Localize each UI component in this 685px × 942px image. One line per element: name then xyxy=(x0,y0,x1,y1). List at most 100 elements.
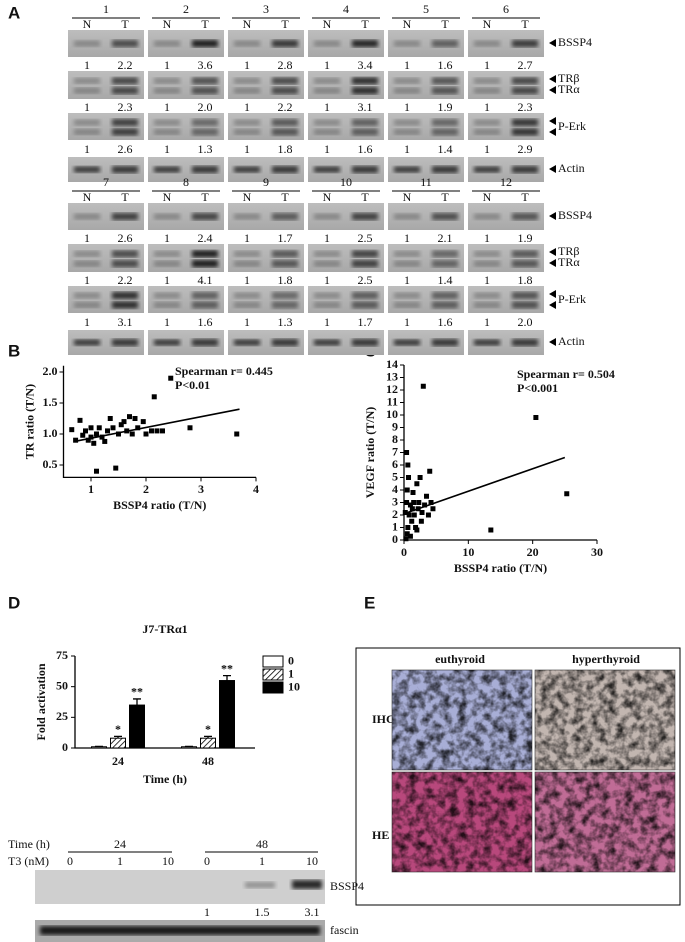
band xyxy=(74,119,100,126)
legend-swatch xyxy=(262,668,284,681)
band xyxy=(432,166,458,173)
y-tick-label: 8 xyxy=(392,432,398,446)
point xyxy=(96,425,102,431)
legend-swatch xyxy=(262,681,284,694)
point xyxy=(407,533,413,539)
ratio: 2.8 xyxy=(278,58,293,72)
ratio: 1.3 xyxy=(278,315,293,329)
lane-label: N xyxy=(83,17,92,31)
band xyxy=(432,87,458,95)
band xyxy=(352,301,378,309)
panel-letter: A xyxy=(8,3,20,22)
row-label: BSSP4 xyxy=(558,208,592,222)
lane-label: N xyxy=(403,17,412,31)
blot xyxy=(388,244,464,272)
band xyxy=(74,166,100,173)
band xyxy=(234,301,260,308)
point xyxy=(118,422,124,428)
ratio: 2.6 xyxy=(118,142,133,156)
blot xyxy=(68,286,144,313)
arrow xyxy=(549,165,556,173)
ratio: 2.3 xyxy=(518,100,533,114)
y-tick-label: 25 xyxy=(56,709,68,723)
y-tick-label: 2 xyxy=(392,507,398,521)
band xyxy=(74,213,100,220)
legend-label: 1 xyxy=(288,666,294,680)
blot xyxy=(308,113,384,140)
x-tick-label: 10 xyxy=(462,545,474,559)
annotation: P<0.001 xyxy=(517,381,558,395)
band xyxy=(192,40,218,47)
ratio: 1 xyxy=(404,142,410,156)
ratio: 2.4 xyxy=(198,231,213,245)
band xyxy=(474,339,500,346)
ratio: 1 xyxy=(84,58,90,72)
significance: ** xyxy=(131,685,143,699)
point xyxy=(406,475,412,480)
blot xyxy=(228,113,304,140)
point xyxy=(154,428,160,434)
ratio: 2.0 xyxy=(518,315,533,329)
band xyxy=(352,260,378,268)
fit-line xyxy=(74,408,240,443)
ratio: 1.7 xyxy=(278,231,293,245)
ratio: 1.3 xyxy=(198,142,213,156)
ratio: 1 xyxy=(244,231,250,245)
point xyxy=(143,431,149,437)
band xyxy=(474,87,500,94)
band xyxy=(74,301,100,308)
lane-label: N xyxy=(83,190,92,204)
arrow xyxy=(549,39,556,47)
y-tick-label: 6 xyxy=(392,457,398,471)
lane-number: 3 xyxy=(263,2,269,16)
band xyxy=(394,301,420,308)
lane-label: T xyxy=(441,17,449,31)
x-tick-label: 1 xyxy=(88,482,94,496)
band xyxy=(314,260,340,267)
row-label: TRα xyxy=(558,82,580,96)
band xyxy=(512,87,538,95)
band xyxy=(512,213,538,220)
band xyxy=(74,260,100,267)
band xyxy=(112,87,138,95)
dose: 0 xyxy=(67,854,73,868)
axes xyxy=(62,365,256,479)
y-tick-label: 13 xyxy=(386,369,398,383)
blot xyxy=(148,244,224,272)
ratio: 1 xyxy=(324,231,330,245)
lane-label: N xyxy=(403,190,412,204)
x-label: BSSP4 ratio (T/N) xyxy=(113,498,206,512)
blot xyxy=(35,870,325,904)
row-label: P-Erk xyxy=(558,292,586,306)
band xyxy=(474,292,500,299)
band xyxy=(352,166,378,173)
blot xyxy=(388,71,464,99)
micrograph-texture xyxy=(392,772,532,872)
ratio: 1 xyxy=(404,273,410,287)
x-tick-label: 3 xyxy=(198,482,204,496)
blot xyxy=(228,244,304,272)
label: Time (h) xyxy=(8,837,50,851)
band xyxy=(74,87,100,94)
error-bar xyxy=(223,674,231,681)
band xyxy=(272,250,298,258)
ratio: 1 xyxy=(164,273,170,287)
ratio: 1 xyxy=(164,142,170,156)
ratio: 1 xyxy=(164,58,170,72)
band xyxy=(352,118,378,126)
lane-number: 7 xyxy=(103,175,109,189)
band xyxy=(394,250,420,257)
blot xyxy=(148,113,224,140)
point xyxy=(418,518,424,524)
ratio: 1 xyxy=(484,58,490,72)
point xyxy=(91,440,97,446)
annotation: P<0.01 xyxy=(175,378,210,392)
band xyxy=(314,292,340,299)
band xyxy=(192,260,218,268)
blot xyxy=(308,244,384,272)
band xyxy=(234,87,260,94)
lane-label: N xyxy=(163,17,172,31)
band xyxy=(272,87,298,95)
band xyxy=(234,213,260,220)
point xyxy=(411,512,417,518)
